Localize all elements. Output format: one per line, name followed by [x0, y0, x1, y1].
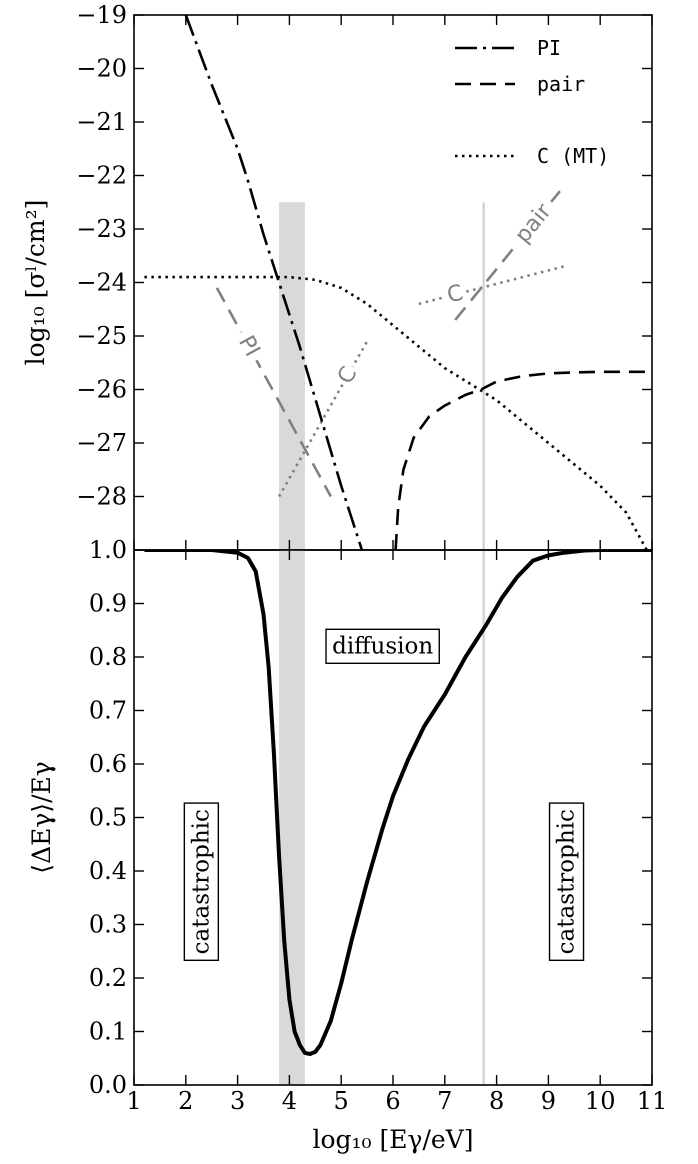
region-label: catastrophic [183, 802, 220, 962]
series-line-c-mt [144, 275, 648, 550]
x-tick-label: 6 [385, 1087, 400, 1115]
inline-label-background [442, 280, 468, 309]
y-tick-label: 0.2 [89, 964, 127, 992]
legend-label: C (MT) [537, 144, 609, 168]
inline-label-background [332, 360, 364, 391]
series-line-energy-loss [144, 550, 652, 1056]
y-tick-label: −24 [76, 269, 127, 297]
y-tick-label: 0.9 [89, 590, 127, 618]
y-tick-label: −25 [76, 322, 127, 350]
x-tick-label: 4 [282, 1087, 297, 1115]
x-tick-label: 1 [126, 1087, 141, 1115]
x-tick-label: 8 [489, 1087, 504, 1115]
region-label-box [548, 802, 585, 962]
legend-label: pair [537, 72, 585, 96]
top-y-axis-title: log₁₀ [σˡ/cm²] [21, 200, 50, 366]
y-tick-label: 0.6 [89, 750, 127, 778]
y-tick-label: −26 [76, 376, 127, 404]
y-tick-label: 0.0 [89, 1071, 127, 1099]
inline-line-c [418, 265, 565, 306]
x-tick-label: 3 [230, 1087, 245, 1115]
axis-titles: log₁₀ [σˡ/cm²] ⟨ΔEγ⟩/Eγ log₁₀ [Eγ/eV] [21, 200, 474, 1154]
x-tick-label: 11 [637, 1087, 668, 1115]
y-tick-label: −23 [76, 215, 127, 243]
inline-label-c: C [445, 281, 466, 309]
bottom-panel: 0.0 0.1 0.2 0.3 0.4 0.5 0.6 0.7 0.8 0.9 1.0 1 2 3 4 5 6 7… [89, 536, 667, 1115]
y-tick-label: 0.7 [89, 697, 127, 725]
plot-area [144, 550, 652, 1056]
y-tick-label: 0.3 [89, 911, 127, 939]
x-tick-label: 2 [178, 1087, 193, 1115]
y-tick-label: −21 [76, 108, 127, 136]
x-tick-label: 9 [541, 1087, 556, 1115]
region-label: diffusion [325, 628, 440, 664]
top-panel: PICCpair−19−20−21−22−23−24−25−26−27−28PI… [76, 1, 653, 551]
x-axis-title: log₁₀ [Eγ/eV] [312, 1125, 473, 1154]
legend-label: PI [537, 36, 561, 60]
inline-label-background [230, 326, 267, 367]
y-tick-label: 0.5 [89, 804, 127, 832]
series-line-pi [184, 15, 364, 550]
y-tick-label: 0.8 [89, 643, 127, 671]
series-line-pair [394, 370, 652, 550]
y-tick-label: −27 [76, 429, 127, 457]
y-tick-label: −28 [76, 483, 127, 511]
shaded-band [279, 202, 305, 550]
region-label-text: catastrophic [188, 809, 214, 954]
y-tick-label: 0.1 [89, 1018, 127, 1046]
x-tick-label: 5 [334, 1087, 349, 1115]
region-label-text: diffusion [332, 633, 433, 659]
inline-label-background [506, 194, 561, 253]
shaded-band [279, 550, 305, 1085]
region-label-box [325, 628, 440, 664]
region-label-box [183, 802, 220, 962]
inline-line-pi [215, 287, 332, 498]
region-label: catastrophic [548, 802, 585, 962]
y-tick-label: −19 [76, 1, 127, 29]
inline-line-pair [454, 185, 565, 321]
legend: PI pair C (MT) [455, 36, 609, 168]
region-label-text: catastrophic [554, 809, 580, 954]
y-tick-label: −20 [76, 55, 127, 83]
y-tick-label: 1.0 [89, 536, 127, 564]
x-tick-label: 10 [585, 1087, 616, 1115]
y-tick-label: 0.4 [89, 857, 127, 885]
x-tick-label: 7 [437, 1087, 452, 1115]
y-tick-label: −22 [76, 162, 127, 190]
bottom-y-axis-title: ⟨ΔEγ⟩/Eγ [27, 761, 56, 873]
